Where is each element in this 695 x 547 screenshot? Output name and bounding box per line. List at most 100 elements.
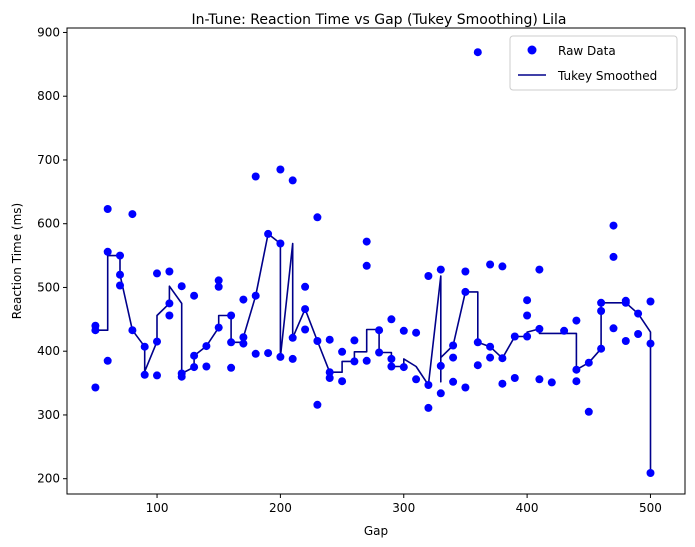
data-point xyxy=(288,354,297,363)
data-point xyxy=(239,333,248,342)
data-point xyxy=(276,239,285,248)
plot-background xyxy=(67,28,685,494)
data-point xyxy=(523,332,532,341)
legend-label-tukey-smoothed: Tukey Smoothed xyxy=(557,69,657,83)
data-point xyxy=(91,326,100,335)
data-point xyxy=(498,262,507,271)
legend: Raw Data Tukey Smoothed xyxy=(509,35,678,91)
data-point xyxy=(116,281,124,290)
x-axis-label: Gap xyxy=(364,524,388,538)
data-point xyxy=(436,265,445,274)
data-point xyxy=(399,326,408,335)
data-point xyxy=(424,403,433,412)
series-line-tukey-smoothed xyxy=(95,233,652,473)
chart-title: In-Tune: Reaction Time vs Gap (Tukey Smo… xyxy=(192,12,567,28)
data-point xyxy=(165,311,174,320)
data-point xyxy=(572,377,581,386)
x-tick-label: 200 xyxy=(269,501,292,515)
data-point xyxy=(276,352,285,361)
y-tick-label: 700 xyxy=(37,153,60,167)
data-point xyxy=(609,324,618,333)
data-point xyxy=(498,379,507,388)
data-point xyxy=(597,307,606,315)
data-point xyxy=(486,260,495,269)
y-tick-label: 800 xyxy=(37,89,60,103)
data-point xyxy=(461,287,470,296)
axis-ticks: 100 200 300 400 500 200 300 400 500 600 700 800 900 xyxy=(37,25,662,515)
data-point xyxy=(473,361,482,370)
data-point xyxy=(276,165,285,174)
data-point xyxy=(264,229,273,238)
y-tick-label: 900 xyxy=(37,25,60,39)
data-point xyxy=(461,267,470,276)
data-point xyxy=(301,305,310,314)
data-point xyxy=(128,326,137,335)
data-point xyxy=(338,377,347,386)
data-point xyxy=(350,336,359,345)
data-point xyxy=(362,237,371,246)
data-point xyxy=(510,374,519,382)
data-point xyxy=(387,315,396,324)
data-point xyxy=(288,176,297,185)
y-axis-label: Reaction Time (ms) xyxy=(10,203,24,319)
legend-marker-raw-data xyxy=(527,45,537,55)
data-point xyxy=(202,362,211,371)
data-point xyxy=(461,383,470,392)
data-point xyxy=(449,353,458,362)
data-point xyxy=(436,361,445,370)
data-point xyxy=(227,311,236,320)
data-point xyxy=(338,347,347,356)
data-point xyxy=(498,354,507,363)
data-point xyxy=(584,358,593,367)
plot-frame xyxy=(66,27,686,495)
data-point xyxy=(621,298,630,307)
data-point xyxy=(375,326,384,335)
data-point xyxy=(239,295,248,304)
data-point xyxy=(140,370,149,379)
data-point xyxy=(325,374,334,382)
data-point xyxy=(535,375,544,384)
data-point xyxy=(239,339,248,348)
data-point xyxy=(251,349,260,358)
data-point xyxy=(523,296,532,305)
data-point xyxy=(510,332,519,341)
scatter-points-layer xyxy=(91,48,655,477)
data-point xyxy=(165,299,174,308)
y-tick-label: 300 xyxy=(37,408,60,422)
data-point xyxy=(646,469,655,477)
data-point xyxy=(128,210,137,219)
data-point xyxy=(177,372,186,381)
data-point xyxy=(362,356,371,365)
data-point xyxy=(597,298,606,307)
x-tick-label: 400 xyxy=(516,501,539,515)
data-point xyxy=(325,335,334,344)
data-point xyxy=(313,213,322,222)
x-tick-label: 300 xyxy=(392,501,415,515)
data-point xyxy=(190,291,199,300)
data-point xyxy=(140,342,149,351)
data-point xyxy=(646,297,655,306)
data-point xyxy=(535,265,544,274)
data-point xyxy=(473,338,482,347)
data-point xyxy=(251,172,260,181)
data-point xyxy=(399,363,408,372)
data-point xyxy=(153,371,161,380)
data-point xyxy=(535,324,544,333)
data-point xyxy=(486,342,495,351)
legend-label-raw-data: Raw Data xyxy=(558,44,616,58)
data-point xyxy=(597,344,606,353)
data-point xyxy=(387,354,396,363)
data-point xyxy=(560,326,569,335)
data-point xyxy=(572,365,581,374)
x-tick-label: 100 xyxy=(146,501,169,515)
data-point xyxy=(547,378,556,387)
data-point xyxy=(473,48,482,57)
data-point xyxy=(313,400,322,409)
data-point xyxy=(486,353,495,362)
data-point xyxy=(313,337,322,345)
data-point xyxy=(103,205,112,213)
y-tick-label: 400 xyxy=(37,344,60,358)
data-point xyxy=(301,325,310,334)
data-point xyxy=(609,252,618,261)
